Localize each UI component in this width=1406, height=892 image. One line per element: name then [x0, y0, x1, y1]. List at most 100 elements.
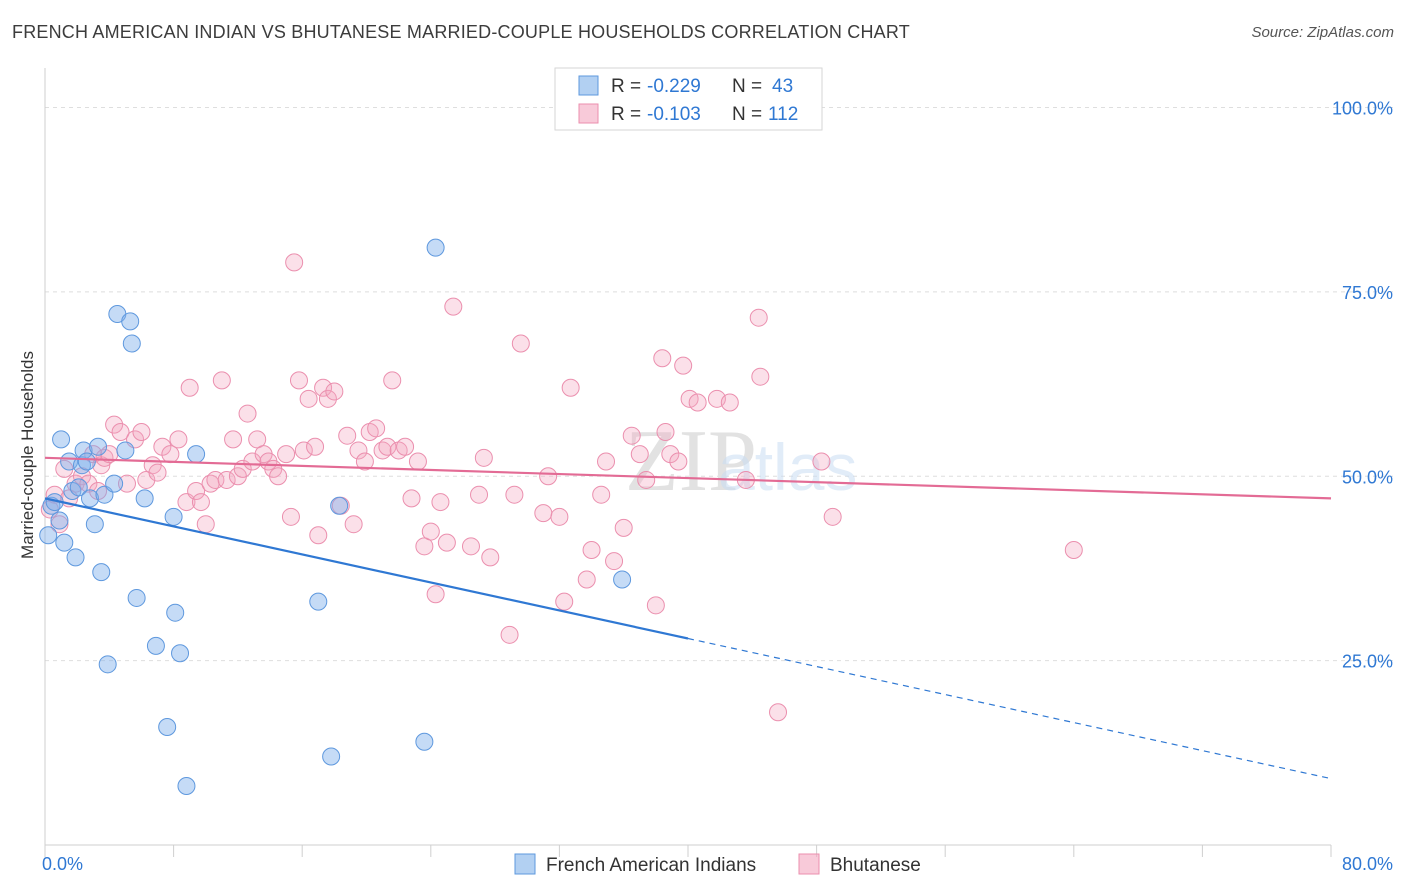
point-french-american-indians	[72, 456, 91, 475]
point-french-american-indians	[415, 732, 434, 751]
point-bhutanese	[669, 452, 688, 471]
point-bhutanese	[614, 518, 633, 537]
point-french-american-indians	[158, 718, 177, 736]
point-bhutanese	[402, 489, 421, 508]
point-french-american-indians	[92, 563, 111, 582]
point-french-american-indians	[55, 533, 74, 552]
chart-title: FRENCH AMERICAN INDIAN VS BHUTANESE MARR…	[12, 22, 910, 42]
point-bhutanese	[367, 419, 386, 438]
point-french-american-indians	[187, 445, 206, 464]
point-bhutanese	[555, 592, 574, 611]
point-bhutanese	[653, 349, 672, 368]
point-bhutanese	[582, 541, 601, 559]
point-french-american-indians	[171, 644, 190, 663]
legend-swatch-french-american-indians	[578, 75, 599, 96]
point-bhutanese	[373, 441, 392, 460]
point-bhutanese	[294, 441, 313, 460]
point-bhutanese	[212, 371, 231, 390]
x-tick-labels: 0.0% 80.0%	[42, 854, 1393, 874]
point-bhutanese	[285, 253, 304, 272]
point-bhutanese	[224, 430, 243, 449]
point-bhutanese	[318, 389, 337, 408]
bottom-legend-swatch-bhutanese	[798, 853, 820, 875]
point-french-american-indians	[116, 441, 135, 460]
point-french-american-indians	[66, 548, 85, 567]
point-bhutanese	[534, 504, 553, 523]
point-bhutanese	[314, 378, 333, 397]
point-bhutanese	[622, 426, 641, 445]
point-french-american-indians	[81, 489, 100, 508]
point-bhutanese	[823, 507, 842, 526]
point-french-american-indians	[39, 526, 58, 545]
point-bhutanese	[1064, 541, 1083, 559]
point-bhutanese	[749, 308, 768, 327]
point-french-american-indians	[50, 511, 69, 530]
point-bhutanese	[688, 393, 707, 412]
point-french-american-indians	[613, 570, 632, 589]
gridlines	[45, 107, 1393, 662]
point-french-american-indians	[77, 452, 96, 471]
point-bhutanese	[500, 625, 519, 644]
french-american-indian-points	[39, 238, 632, 795]
legend-n-label-2: N =	[732, 104, 762, 125]
point-bhutanese	[105, 415, 124, 434]
point-bhutanese	[561, 378, 580, 397]
trend-line-french-american-indians	[44, 497, 689, 640]
point-bhutanese	[132, 423, 151, 441]
point-french-american-indians	[322, 747, 341, 766]
bhutanese-points	[40, 253, 1083, 722]
point-bhutanese	[269, 467, 288, 486]
point-bhutanese	[309, 526, 328, 545]
point-bhutanese	[169, 430, 188, 449]
point-french-american-indians	[69, 478, 88, 497]
point-bhutanese	[511, 334, 530, 353]
point-bhutanese	[281, 507, 300, 526]
point-bhutanese	[396, 437, 415, 456]
legend-n-value-french: 43	[772, 76, 793, 97]
x-tick-label-max: 80.0%	[1342, 854, 1393, 874]
axes	[44, 68, 1332, 857]
point-bhutanese	[461, 537, 480, 556]
point-bhutanese	[630, 445, 649, 464]
point-bhutanese	[408, 452, 427, 471]
point-french-american-indians	[164, 507, 183, 526]
point-bhutanese	[720, 393, 739, 412]
point-bhutanese	[191, 493, 210, 512]
point-bhutanese	[111, 423, 130, 441]
bottom-legend-label-french-american-indians: French American Indians	[546, 855, 756, 876]
point-bhutanese	[355, 452, 374, 471]
x-tick-label-min: 0.0%	[42, 854, 83, 874]
point-bhutanese	[349, 441, 368, 460]
point-french-american-indians	[85, 515, 104, 534]
point-french-american-indians	[330, 496, 349, 515]
point-bhutanese	[148, 463, 167, 482]
point-bhutanese	[421, 522, 440, 541]
point-bhutanese	[180, 378, 199, 397]
point-bhutanese	[187, 482, 206, 500]
point-french-american-indians	[309, 592, 328, 611]
point-french-american-indians	[105, 474, 124, 493]
point-bhutanese	[505, 485, 524, 504]
point-bhutanese	[592, 485, 611, 504]
watermark-zip: ZIP	[625, 413, 757, 510]
point-bhutanese	[243, 452, 262, 471]
point-bhutanese	[426, 585, 445, 604]
point-french-american-indians	[121, 312, 140, 331]
bottom-legend-swatch-french-american-indians	[514, 853, 536, 875]
point-bhutanese	[117, 474, 136, 493]
stats-legend: R = -0.229 N = 43 R = -0.103 N = 112	[554, 67, 823, 131]
point-bhutanese	[378, 437, 397, 456]
point-bhutanese	[481, 548, 500, 567]
legend-n-label: N =	[732, 76, 762, 97]
legend-swatch-bhutanese	[578, 103, 599, 124]
point-bhutanese	[289, 371, 308, 390]
point-bhutanese	[550, 507, 569, 526]
point-bhutanese	[306, 437, 325, 456]
point-bhutanese	[470, 485, 489, 504]
legend-r-label-2: R =	[611, 104, 641, 125]
trend-lines	[44, 456, 1332, 780]
stats-legend-box	[554, 67, 823, 131]
point-bhutanese	[161, 445, 180, 464]
point-bhutanese	[217, 470, 236, 489]
